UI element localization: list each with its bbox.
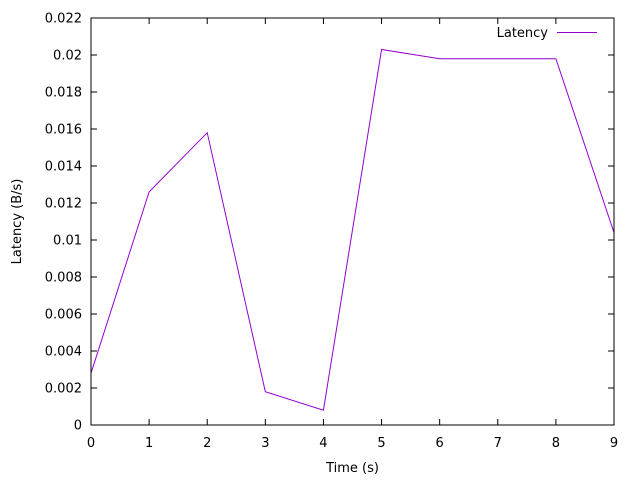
y-tick-label: 0.014 bbox=[45, 160, 82, 175]
y-tick-labels: 0 0.002 0.004 0.006 0.008 0.01 0.012 0.014 0.016… bbox=[45, 12, 82, 434]
x-tick-labels: 0 1 2 3 4 5 6 7 8 9 bbox=[87, 436, 618, 451]
y-tick-label: 0.008 bbox=[45, 271, 82, 286]
y-tick-label: 0.012 bbox=[45, 197, 82, 212]
series-layer bbox=[90, 48, 615, 411]
x-tick-label: 2 bbox=[203, 436, 211, 451]
x-tick-label: 4 bbox=[319, 436, 327, 451]
x-tick-label: 6 bbox=[436, 436, 444, 451]
x-tick-label: 7 bbox=[494, 436, 502, 451]
x-tick-label: 5 bbox=[377, 436, 385, 451]
y-tick-label: 0.022 bbox=[45, 12, 82, 27]
y-tick-label: 0.002 bbox=[45, 382, 82, 397]
y-tick-label: 0 bbox=[74, 419, 82, 434]
y-tick-label: 0.016 bbox=[45, 123, 82, 138]
y-tick-label: 0.004 bbox=[45, 345, 82, 360]
x-tick-label: 1 bbox=[145, 436, 153, 451]
x-tick-label: 9 bbox=[610, 436, 618, 451]
x-tick-label: 0 bbox=[87, 436, 95, 451]
x-tick-label: 8 bbox=[552, 436, 560, 451]
x-axis-title: Time (s) bbox=[325, 461, 379, 476]
series-line-0 bbox=[90, 48, 615, 411]
y-tick-label: 0.006 bbox=[45, 308, 82, 323]
y-tick-label: 0.018 bbox=[45, 86, 82, 101]
y-tick-label: 0.02 bbox=[53, 49, 82, 64]
legend: Latency bbox=[497, 26, 597, 41]
y-axis-title: Latency (B/s) bbox=[10, 179, 25, 265]
y-tick-label: 0.01 bbox=[53, 234, 82, 249]
plot-border bbox=[90, 17, 615, 426]
x-tick-label: 3 bbox=[261, 436, 269, 451]
legend-label: Latency bbox=[497, 26, 549, 41]
